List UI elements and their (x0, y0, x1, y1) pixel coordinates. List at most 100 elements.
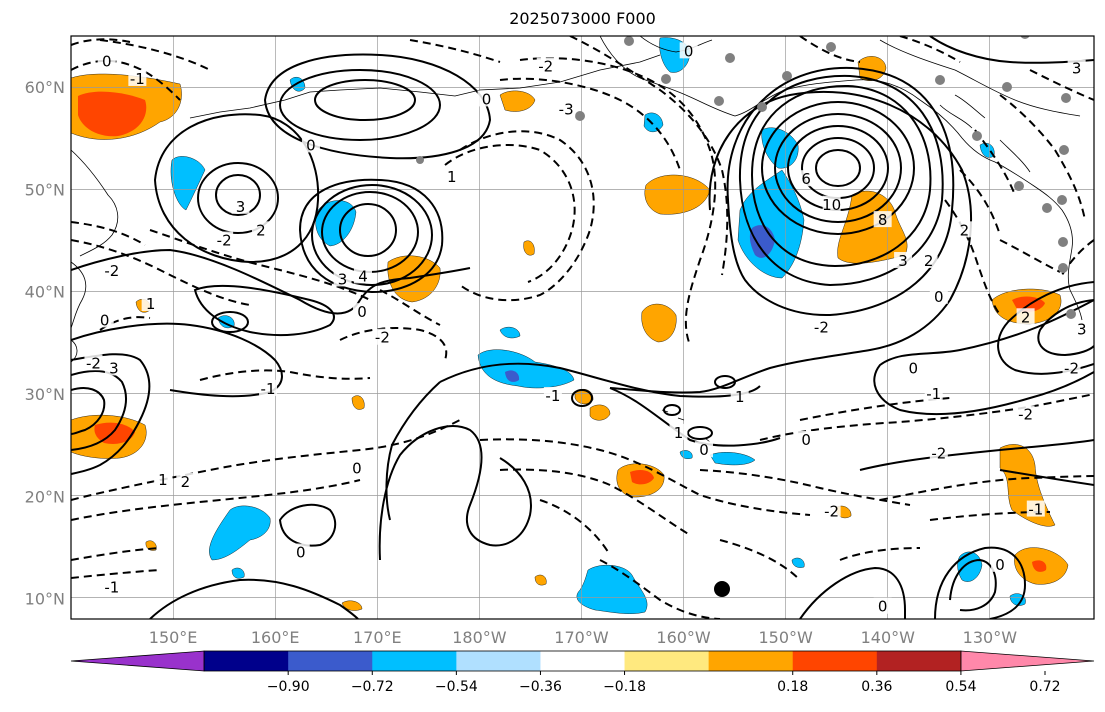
contours-solid (71, 36, 1094, 619)
lon-tick-label: 160°E (251, 628, 300, 647)
colorbar-segment (540, 651, 626, 671)
colorbar-segment (456, 651, 541, 671)
colorbar-label: −0.72 (351, 679, 394, 695)
contour-label: 0 (878, 598, 888, 616)
lon-tick-label: 160°W (656, 628, 711, 647)
contour-label-bg (128, 69, 147, 86)
shade-red-161w23 (630, 470, 654, 485)
contour-label-bg (557, 100, 576, 117)
contour-label: 2 (181, 473, 191, 491)
contour-label-bg (176, 472, 195, 489)
contour-label: -1 (261, 380, 276, 398)
contour-label-bg (95, 311, 114, 328)
shade-orange-140w60 (857, 56, 887, 81)
colorbar-segment (792, 651, 878, 671)
contour-zero-e (934, 546, 1027, 619)
contour-label-bg (251, 221, 270, 238)
contour-label-bg (373, 328, 392, 345)
contour-label: -1 (926, 385, 941, 403)
lat-tick-labels: 10°N 20°N 30°N 40°N 50°N 60°N (25, 78, 65, 608)
colorbar-label: −0.54 (435, 679, 478, 695)
contour-nw-ring-1 (314, 79, 416, 121)
contour-label: 0 (102, 53, 112, 71)
contour-label-bg (955, 221, 974, 238)
contour-label: 0 (357, 303, 367, 321)
contour-neg-1 (459, 130, 595, 302)
contour-label: -2 (104, 262, 119, 280)
contour-label: 0 (801, 431, 811, 449)
contour-label: 4 (358, 267, 368, 285)
contour-label: -1 (130, 70, 145, 88)
contour-label-bg (797, 431, 816, 448)
station-dot (782, 71, 792, 81)
shade-blue-157w24 (709, 452, 756, 466)
coast-bc (994, 161, 1083, 321)
contour-label: 3 (338, 270, 348, 288)
shade-orange-small8 (534, 574, 547, 586)
colorbar-extend-high (960, 650, 1095, 672)
contour-label: -2 (931, 444, 946, 462)
contour-label-bg (991, 555, 1010, 572)
location-marker (714, 581, 730, 597)
contour-jet-3 (71, 387, 106, 435)
contour-label: 0 (352, 460, 362, 478)
contour-label-bg (669, 423, 688, 440)
station-dot (1066, 309, 1076, 319)
contour-label-bg (97, 52, 116, 69)
contour-label: 0 (87, 616, 97, 634)
contour-zero-sw (149, 578, 359, 619)
coast-alaska-interior (879, 39, 1081, 117)
contour-jet-1 (71, 353, 151, 475)
contour-neg-18 (479, 438, 811, 516)
contour-label-bg (291, 543, 310, 560)
station-dot (1061, 93, 1071, 103)
colorbar: −0.90 −0.72 −0.54 −0.36 −0.18 0.18 0.36 0.54 0.7… (70, 650, 1095, 695)
contour-label: -2 (538, 58, 553, 76)
contour-neg-24 (879, 475, 1094, 501)
contour-zero-east-basin (873, 299, 1094, 416)
colorbar-segment (708, 651, 794, 671)
contour-label: -1 (1028, 501, 1043, 519)
contour-label-bg (153, 470, 172, 487)
contour-w-mid-2 (193, 284, 335, 337)
contour-neg-31 (1029, 69, 1094, 101)
shade-blue-small5 (231, 567, 245, 579)
contour-neg-11 (71, 419, 461, 501)
station-dot (714, 96, 724, 106)
shade-orange-160w49 (644, 174, 711, 215)
contour-small-2 (714, 375, 736, 389)
plot-frame (70, 35, 1095, 620)
contour-label: -2 (375, 329, 390, 347)
coast-bc-islands (939, 94, 1031, 173)
colorbar-extend-low (70, 650, 205, 672)
shade-blue-small1 (499, 326, 521, 339)
contour-neg-12 (71, 479, 361, 521)
contour-neg-17 (379, 289, 441, 326)
contour-high-ring-7 (738, 74, 944, 287)
colorbar-segment (288, 651, 373, 671)
coast-alaska-north (639, 36, 713, 53)
shade-blue-small4 (1009, 593, 1026, 606)
contour-neg-27 (944, 199, 1001, 316)
contour-label: 2 (256, 221, 266, 239)
contour-w-zero (71, 248, 471, 315)
contour-label-bg (873, 211, 892, 228)
contour-label: 3 (109, 359, 119, 377)
station-dot (1002, 82, 1012, 92)
station-dot (1014, 181, 1024, 191)
station-dot (972, 131, 982, 141)
station-dot (661, 74, 671, 84)
lon-tick-label: 170°W (554, 628, 609, 647)
shade-orange-small5 (523, 240, 535, 256)
station-dot (1057, 195, 1067, 205)
contour-neg-14 (71, 569, 161, 579)
shade-blue-165w55 (643, 112, 664, 133)
lat-tick-label: 10°N (25, 590, 65, 609)
contour-neg-6 (149, 229, 371, 301)
contour-w-low-1 (215, 174, 261, 216)
contour-label-bg (82, 616, 101, 619)
coast-kamchatka (71, 149, 119, 257)
gridlines (71, 36, 1094, 619)
shade-red-kamchatka (78, 91, 147, 137)
